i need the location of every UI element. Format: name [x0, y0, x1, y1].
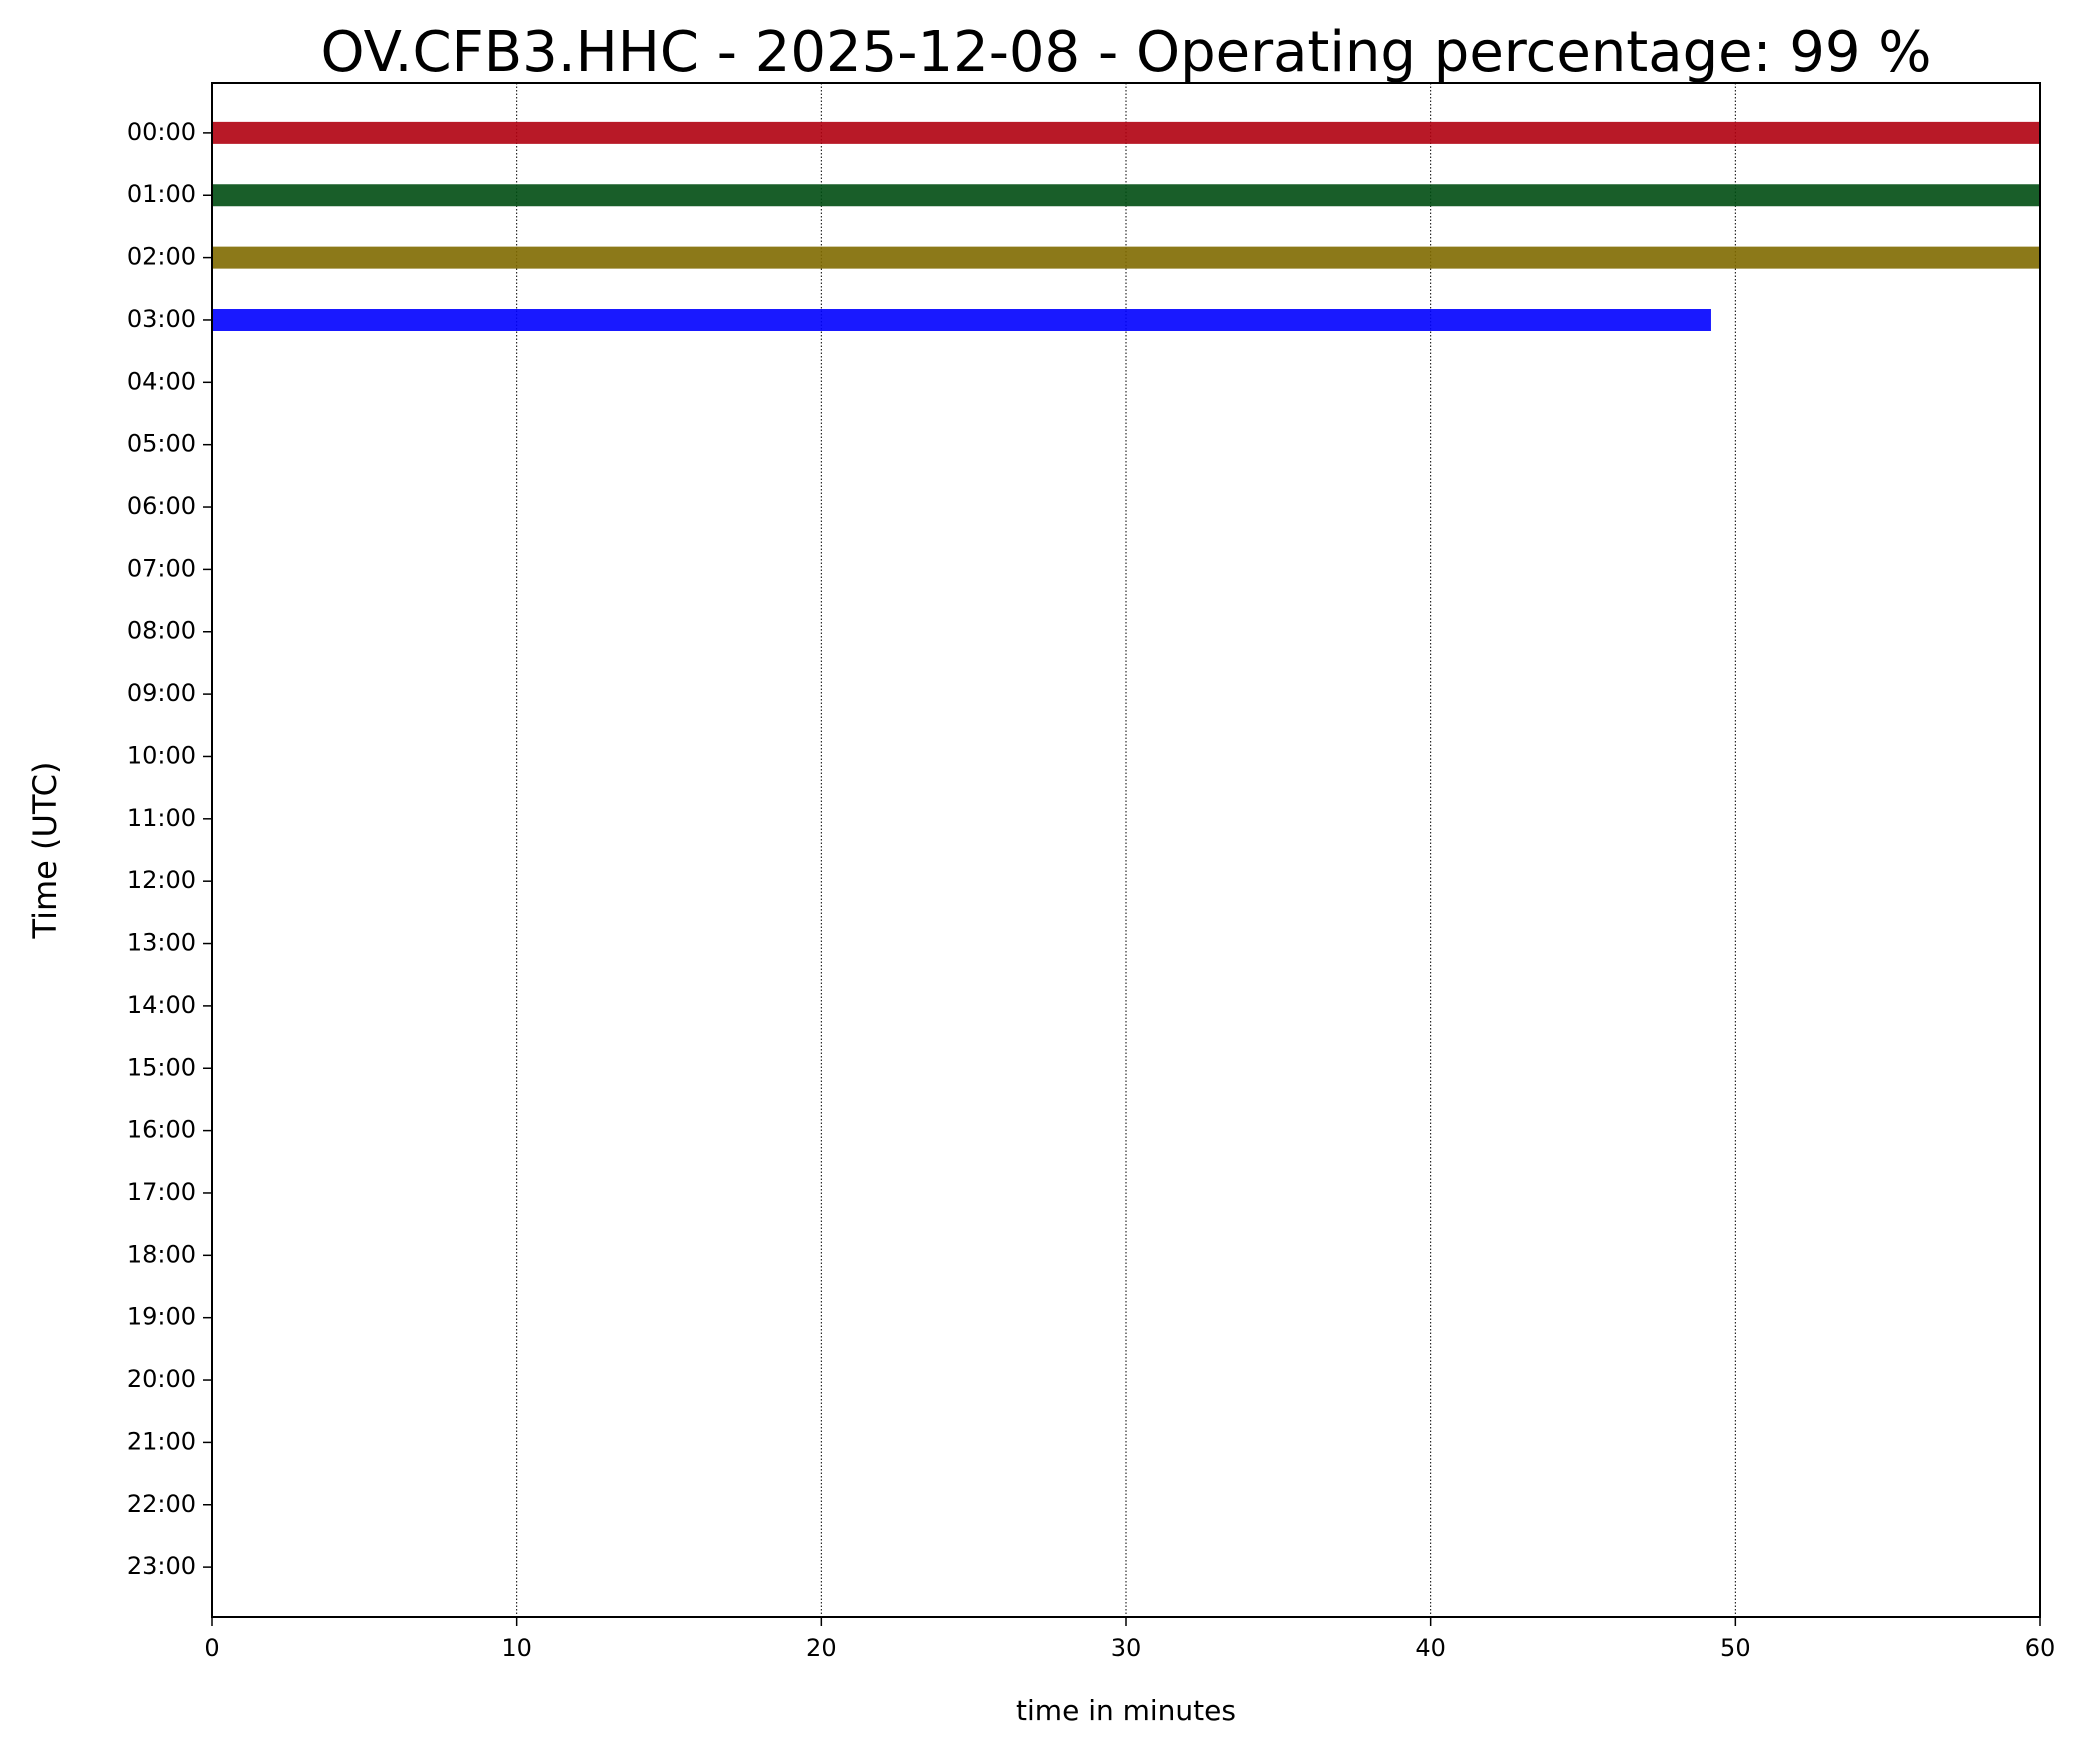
y-tick-label: 13:00 [127, 929, 196, 957]
x-tick-label: 20 [806, 1634, 837, 1662]
x-axis-label: time in minutes [1016, 1694, 1236, 1727]
x-tick-label: 60 [2025, 1634, 2056, 1662]
x-tick-label: 40 [1415, 1634, 1446, 1662]
y-tick-label: 01:00 [127, 180, 196, 208]
chart-title: OV.CFB3.HHC - 2025-12-08 - Operating per… [320, 20, 1931, 85]
y-tick-label: 07:00 [127, 554, 196, 582]
y-tick-label: 15:00 [127, 1053, 196, 1081]
x-tick-label: 30 [1111, 1634, 1142, 1662]
y-tick-label: 23:00 [127, 1552, 196, 1580]
y-tick-label: 02:00 [127, 243, 196, 271]
y-tick-label: 22:00 [127, 1490, 196, 1518]
x-tick-label: 50 [1720, 1634, 1751, 1662]
y-tick-label: 06:00 [127, 492, 196, 520]
y-tick-label: 19:00 [127, 1303, 196, 1331]
y-tick-label: 12:00 [127, 866, 196, 894]
x-tick-label: 10 [501, 1634, 532, 1662]
y-tick-label: 05:00 [127, 430, 196, 458]
y-axis-label: Time (UTC) [26, 762, 64, 940]
x-tick-label: 0 [204, 1634, 219, 1662]
y-tick-label: 08:00 [127, 617, 196, 645]
y-tick-label: 03:00 [127, 305, 196, 333]
y-tick-label: 17:00 [127, 1178, 196, 1206]
y-tick-label: 00:00 [127, 118, 196, 146]
y-tick-label: 04:00 [127, 367, 196, 395]
plot-frame [211, 82, 2041, 1618]
y-tick-label: 11:00 [127, 804, 196, 832]
y-tick-label: 20:00 [127, 1365, 196, 1393]
y-tick-label: 09:00 [127, 679, 196, 707]
y-tick-label: 21:00 [127, 1427, 196, 1455]
y-tick-label: 10:00 [127, 741, 196, 769]
y-tick-label: 14:00 [127, 991, 196, 1019]
y-tick-label: 18:00 [127, 1240, 196, 1268]
y-tick-label: 16:00 [127, 1116, 196, 1144]
